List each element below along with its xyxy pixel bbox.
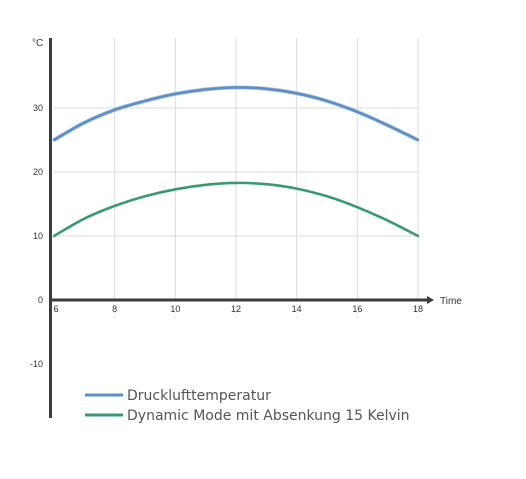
x-axis-arrow-icon xyxy=(427,296,434,304)
y-tick-label: 0 xyxy=(38,295,43,305)
x-tick-label: 8 xyxy=(112,304,117,314)
axes xyxy=(49,38,434,418)
x-axis xyxy=(49,298,427,302)
series-line-1 xyxy=(52,181,420,238)
x-tick-label: 14 xyxy=(292,304,302,314)
legend-label-dynamic-mode: Dynamic Mode mit Absenkung 15 Kelvin xyxy=(127,408,410,424)
x-tick-label: 16 xyxy=(352,304,362,314)
x-tick-label: 18 xyxy=(413,304,423,314)
legend-label-drucklufttemperatur: Drucklufttemperatur xyxy=(127,388,271,404)
y-axis-label: °C xyxy=(32,38,43,49)
x-tick-label: 10 xyxy=(170,304,180,314)
y-tick-label: 20 xyxy=(33,167,43,177)
x-axis-label: Time xyxy=(440,296,462,307)
y-tick-label: 30 xyxy=(33,103,43,113)
y-tick-label: 10 xyxy=(33,231,43,241)
grid-lines xyxy=(54,38,419,320)
series-line-0 xyxy=(52,86,420,142)
y-tick-label: -10 xyxy=(30,359,43,369)
series-lines xyxy=(52,85,420,238)
x-tick-label: 6 xyxy=(53,304,58,314)
tick-labels: -10 0 10 20 30 6 8 10 12 14 16 18 xyxy=(30,103,423,369)
x-tick-label: 12 xyxy=(231,304,241,314)
y-axis xyxy=(49,38,52,418)
legend: Drucklufttemperatur Dynamic Mode mit Abs… xyxy=(85,388,410,424)
